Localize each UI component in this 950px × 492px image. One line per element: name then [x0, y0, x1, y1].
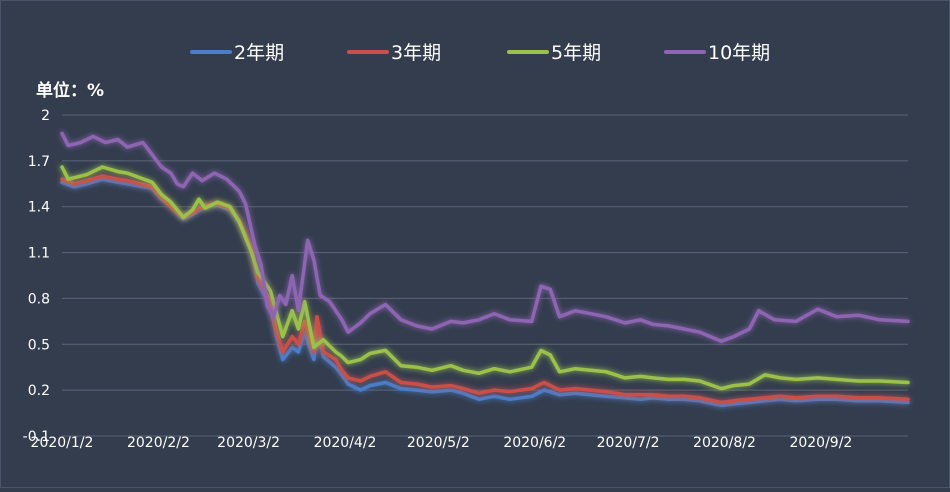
- legend-item: 2年期: [190, 42, 284, 64]
- series-line-3: [60, 165, 910, 391]
- y-tick-label: 1.7: [28, 154, 50, 170]
- legend-item: 3年期: [347, 42, 441, 64]
- legend-item: 5年期: [507, 42, 601, 64]
- series-line-2: [60, 174, 910, 405]
- x-tick-label: 2020/8/2: [693, 435, 756, 451]
- x-tick-label: 2020/9/2: [789, 435, 852, 451]
- y-tick-label: 0.5: [28, 337, 50, 353]
- legend-label: 2年期: [234, 42, 284, 64]
- y-axis-ticks: 2 1.7 1.4 1.1 0.8 0.5 0.2 -0.1: [23, 108, 50, 445]
- x-tick-label: 2020/3/2: [217, 435, 280, 451]
- y-tick-label: -0.1: [23, 429, 50, 445]
- legend-item: 10年期: [664, 42, 770, 64]
- series-line-4: [60, 131, 910, 343]
- x-tick-label: 2020/4/2: [314, 435, 377, 451]
- x-tick-label: 2020/2/2: [127, 435, 190, 451]
- legend: 2年期 3年期 5年期 10年期: [190, 42, 770, 64]
- legend-label: 10年期: [708, 42, 770, 64]
- x-tick-label: 2020/5/2: [407, 435, 470, 451]
- y-tick-label: 0.2: [28, 383, 50, 399]
- unit-label: 单位：%: [36, 80, 104, 101]
- y-tick-label: 2: [41, 108, 50, 124]
- y-tick-label: 1.4: [28, 200, 50, 216]
- y-tick-label: 1.1: [28, 246, 50, 262]
- x-axis-ticks: 2020/1/2 2020/2/2 2020/3/2 2020/4/2 2020/5/2…: [31, 435, 853, 451]
- x-tick-label: 2020/7/2: [597, 435, 660, 451]
- x-tick-label: 2020/1/2: [31, 435, 94, 451]
- y-tick-label: 0.8: [28, 291, 50, 307]
- series-lines: [60, 131, 910, 408]
- x-tick-label: 2020/6/2: [503, 435, 566, 451]
- legend-label: 3年期: [391, 42, 441, 64]
- legend-label: 5年期: [551, 42, 601, 64]
